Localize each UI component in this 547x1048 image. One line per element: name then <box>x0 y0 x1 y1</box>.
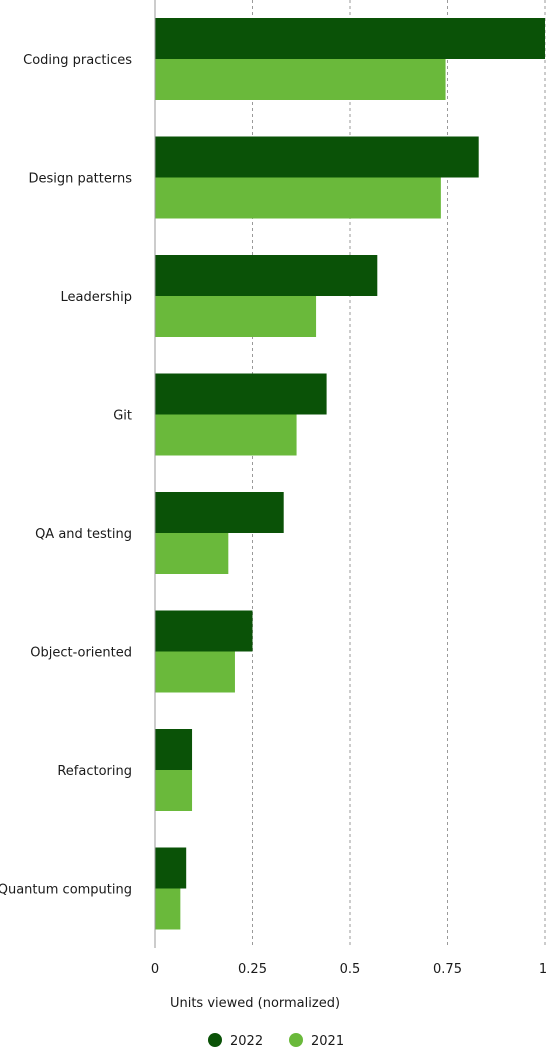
x-tick-label-2: 0.5 <box>340 962 361 977</box>
category-label-3: Git <box>113 409 132 424</box>
bar-2022-0 <box>155 18 545 59</box>
x-tick-label-1: 0.25 <box>238 962 267 977</box>
bar-2022-1 <box>155 136 479 178</box>
bar-2022-4 <box>155 492 284 533</box>
legend-swatch-2022 <box>208 1033 222 1047</box>
legend: 2022 2021 <box>208 1033 344 1048</box>
category-label-5: Object-oriented <box>30 646 132 661</box>
bar-2021-5 <box>155 651 235 693</box>
bars <box>155 18 545 930</box>
x-axis-title: Units viewed (normalized) <box>170 996 340 1011</box>
bar-2021-6 <box>155 770 193 811</box>
category-label-7: Quantum computing <box>0 883 132 898</box>
category-label-2: Leadership <box>61 290 132 305</box>
bar-2022-6 <box>155 729 193 770</box>
bar-2022-2 <box>155 255 378 296</box>
bar-2021-1 <box>155 177 441 219</box>
x-tick-label-0: 0 <box>151 962 159 977</box>
category-label-1: Design patterns <box>28 172 132 187</box>
bar-2022-7 <box>155 847 187 889</box>
bar-2021-0 <box>155 59 446 100</box>
category-label-6: Refactoring <box>57 764 132 779</box>
bar-2021-2 <box>155 296 317 337</box>
legend-label-2021: 2021 <box>311 1034 344 1048</box>
bar-2021-3 <box>155 414 297 456</box>
bar-2022-3 <box>155 373 327 415</box>
bar-2021-7 <box>155 888 181 930</box>
legend-label-2022: 2022 <box>230 1034 263 1048</box>
x-tick-label-3: 0.75 <box>433 962 462 977</box>
x-tick-label-4: 1 <box>539 962 547 977</box>
legend-swatch-2021 <box>289 1033 303 1047</box>
category-label-0: Coding practices <box>23 53 132 68</box>
category-labels: Coding practices Design patterns Leadershi… <box>0 53 132 898</box>
x-tick-labels: 0 0.25 0.5 0.75 1 <box>151 962 547 977</box>
bar-2022-5 <box>155 610 253 652</box>
category-label-4: QA and testing <box>35 527 132 542</box>
bar-2021-4 <box>155 533 229 574</box>
